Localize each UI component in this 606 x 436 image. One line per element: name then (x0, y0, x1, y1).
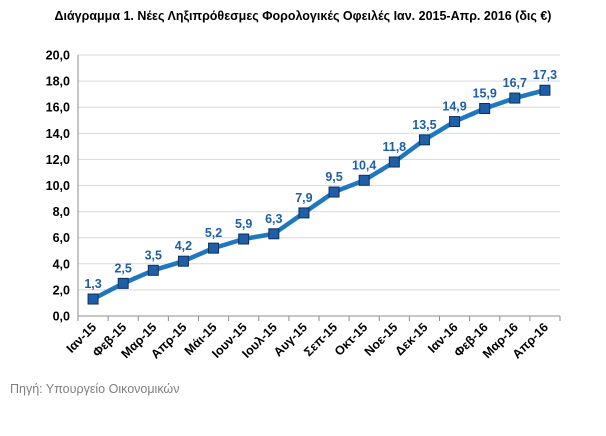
y-tick-label: 2,0 (53, 283, 70, 297)
data-point-marker (147, 264, 159, 276)
data-point-marker (208, 242, 220, 254)
data-label: 16,7 (503, 76, 527, 90)
data-point-marker (298, 207, 310, 219)
series-line-path (90, 87, 548, 302)
data-label: 17,3 (533, 68, 557, 82)
data-label: 3,5 (145, 248, 162, 262)
data-label: 7,9 (295, 191, 312, 205)
data-point-marker (388, 156, 400, 168)
chart-title: Διάγραμμα 1. Νέες Ληξιπρόθεσμες Φορολογι… (54, 9, 552, 23)
y-axis-tick-labels: 0,0 2,0 4,0 6,0 8,0 10,0 12,0 14,0 16,0 18,0 20,0 (46, 49, 70, 324)
y-tick-label: 12,0 (46, 153, 70, 167)
data-point-marker (177, 255, 189, 267)
y-tick-label: 6,0 (53, 231, 70, 245)
y-tick-label: 4,0 (53, 257, 70, 271)
data-label: 11,8 (382, 140, 406, 154)
y-tick-label: 16,0 (46, 101, 70, 115)
data-point-marker (418, 134, 430, 146)
y-tick-label: 8,0 (53, 205, 70, 219)
y-tick-label: 20,0 (46, 49, 70, 63)
data-label: 1,3 (84, 277, 101, 291)
data-point-marker (479, 103, 491, 115)
data-label: 10,4 (352, 158, 376, 172)
x-axis-tick-labels: Ιαν-15Φεβ-15Μαρ-15Απρ-15Μάι-15Ιουν-15Ιου… (64, 320, 551, 361)
x-tick-label: Σεπ-15 (301, 320, 340, 359)
data-label: 2,5 (114, 261, 131, 275)
gridlines (78, 54, 560, 291)
data-label: 5,2 (205, 226, 222, 240)
data-point-marker (87, 293, 99, 305)
data-label: 15,9 (473, 87, 497, 101)
data-point-marker (509, 92, 521, 104)
y-tick-label: 10,0 (46, 179, 70, 193)
data-point-marker (449, 116, 461, 128)
y-tick-label: 0,0 (53, 310, 70, 324)
source-note: Πηγή: Υπουργείο Οικονομικών (10, 382, 180, 396)
data-labels: 1,3 2,5 3,5 4,2 5,2 5,9 6,3 7,9 9,5 10,4 11,8 13,5 1… (84, 68, 557, 291)
y-tick-label: 14,0 (46, 127, 70, 141)
data-label: 14,9 (442, 100, 466, 114)
x-tick-label: Νοε-15 (362, 320, 401, 359)
series-line (90, 87, 548, 302)
data-point-marker (117, 277, 129, 289)
data-point-marker (328, 186, 340, 198)
data-label: 6,3 (265, 212, 282, 226)
axes (77, 55, 561, 321)
data-point-marker (268, 228, 280, 240)
data-label: 13,5 (412, 118, 436, 132)
series-markers (87, 84, 551, 305)
data-point-marker (358, 174, 370, 186)
y-tick-label: 18,0 (46, 75, 70, 89)
data-point-marker (539, 84, 551, 96)
data-label: 5,9 (235, 217, 252, 231)
data-point-marker (238, 233, 250, 245)
data-label: 4,2 (175, 239, 192, 253)
x-tick-label: Δεκ-15 (392, 320, 430, 358)
data-label: 9,5 (325, 170, 342, 184)
